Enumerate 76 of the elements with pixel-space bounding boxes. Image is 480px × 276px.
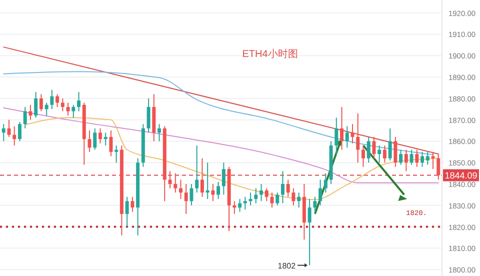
candlestick xyxy=(168,170,172,189)
candlestick xyxy=(190,184,194,206)
candlestick xyxy=(222,162,226,196)
candlestick xyxy=(324,172,328,194)
candlestick xyxy=(361,144,365,168)
candlestick xyxy=(66,102,70,116)
candlestick xyxy=(350,124,354,144)
candlestick xyxy=(382,144,386,164)
candlestick xyxy=(264,188,268,202)
line-series xyxy=(3,71,434,156)
candlestick xyxy=(292,188,296,206)
candlestick xyxy=(109,130,113,157)
candlestick xyxy=(318,179,322,206)
candlestick xyxy=(426,151,430,166)
candlestick xyxy=(174,172,178,194)
candlestick xyxy=(232,200,236,214)
candlestick xyxy=(18,121,22,142)
candlestick xyxy=(200,158,204,198)
candlestick xyxy=(286,179,290,198)
candlestick xyxy=(158,124,162,142)
candlestick xyxy=(146,98,150,134)
candlestick xyxy=(340,106,344,150)
candlestick xyxy=(254,188,258,204)
candlestick xyxy=(243,196,247,210)
candlestick xyxy=(23,106,27,129)
candlestick xyxy=(50,89,54,110)
candlestick xyxy=(216,181,220,200)
candlestick xyxy=(130,196,134,212)
candlestick xyxy=(104,132,108,146)
candlestick xyxy=(77,92,81,112)
candlestick xyxy=(28,104,32,120)
candlestick xyxy=(399,149,403,166)
candlestick xyxy=(179,179,182,200)
line-series xyxy=(3,107,439,184)
candlestick xyxy=(410,149,414,166)
candlestick xyxy=(125,196,129,228)
candlestick xyxy=(184,184,188,214)
candlestick xyxy=(394,136,398,168)
annotation: 1802 xyxy=(278,261,296,270)
candlestick xyxy=(211,184,215,202)
text: ETH4小时图 xyxy=(242,48,298,60)
candlestick xyxy=(260,184,263,202)
candlestick xyxy=(378,144,382,164)
candlestick xyxy=(72,104,76,118)
candlestick xyxy=(388,128,392,161)
candlestick xyxy=(44,102,48,116)
ref-line-label: 1844.09 xyxy=(444,170,478,181)
candlestick xyxy=(276,192,280,206)
candlestick xyxy=(270,192,274,208)
candlestick xyxy=(420,151,424,168)
candlestick xyxy=(195,144,199,194)
candlestick xyxy=(39,94,43,112)
candlestick xyxy=(297,192,301,208)
candlestick xyxy=(372,136,376,159)
candlestick xyxy=(98,128,102,144)
candlestick xyxy=(238,198,242,212)
candlestick xyxy=(280,170,284,204)
candlestick xyxy=(60,98,64,112)
candlestick xyxy=(436,154,440,180)
candlestick xyxy=(415,149,419,168)
candlestick xyxy=(12,126,16,146)
candlestick xyxy=(93,128,97,150)
candlestick xyxy=(56,94,60,108)
candlestick xyxy=(7,119,11,138)
candlestick xyxy=(356,112,360,164)
candlestick xyxy=(34,92,38,118)
candlestick xyxy=(431,151,435,170)
candlestick xyxy=(345,126,349,148)
candlestick xyxy=(366,136,370,164)
candlestick xyxy=(313,196,317,214)
candlestick xyxy=(404,149,408,172)
candlestick xyxy=(206,162,210,200)
candlestick xyxy=(2,124,6,142)
candlestick xyxy=(334,117,338,155)
candlestick xyxy=(248,192,252,206)
candlestick xyxy=(114,144,118,164)
